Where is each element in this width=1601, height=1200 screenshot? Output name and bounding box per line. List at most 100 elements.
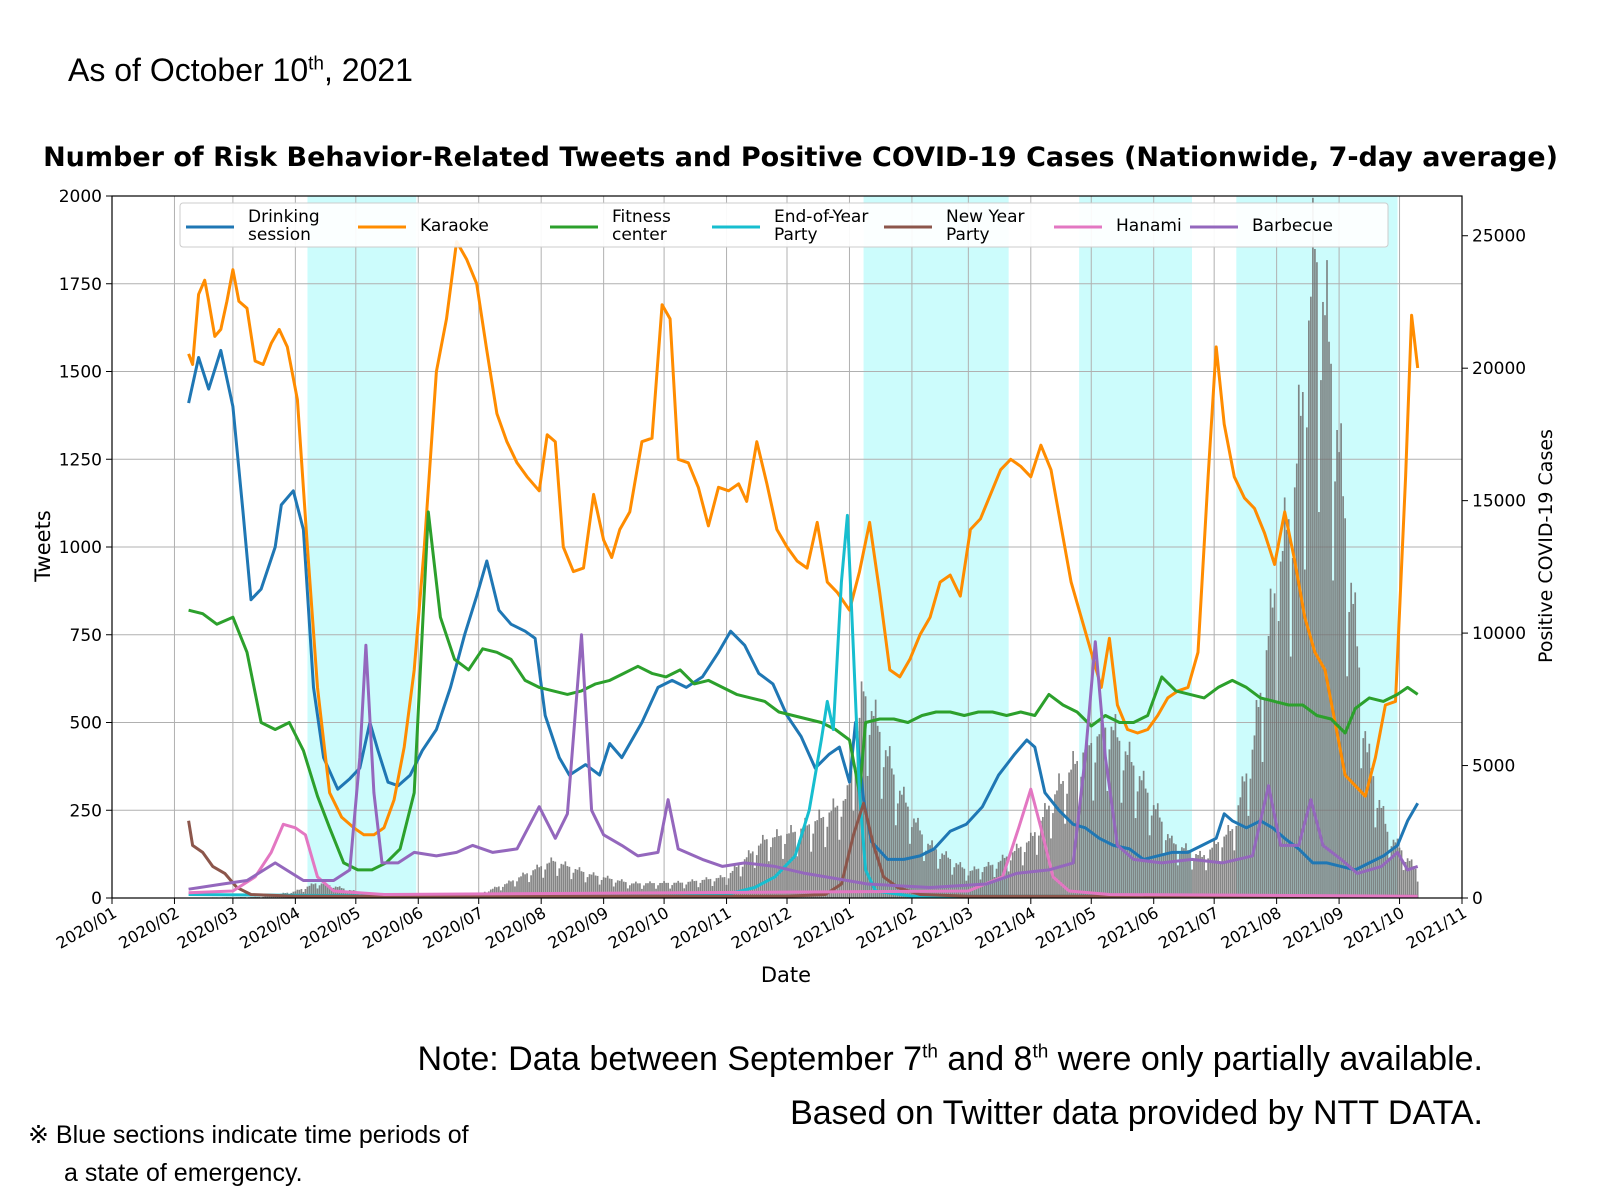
case-bar [598,884,601,898]
x-tick-label: 2020/11 [667,903,734,953]
case-bar [993,877,996,898]
y-tick-label: 500 [70,714,102,734]
case-bar [1380,807,1383,898]
case-bar [1410,859,1413,898]
case-bar [1362,738,1365,898]
case-bar [838,839,841,898]
case-bar [1148,835,1151,898]
case-bar [1267,635,1270,898]
case-bar [896,803,899,898]
legend-label: session [248,225,311,245]
case-bar [1164,840,1167,898]
y-tick-label: 2000 [59,187,102,207]
case-bar [1368,743,1371,898]
case-bar [772,837,774,898]
case-bar [1346,676,1348,898]
case-bar [1056,790,1058,898]
case-bar [532,870,534,898]
series-line-new-year-party [187,801,1418,898]
case-bar [687,881,690,898]
case-bar [1233,850,1236,898]
y2-tick-label: 20000 [1472,359,1526,379]
case-bar [310,883,313,898]
case-bar [639,883,641,898]
x-tick-label: 2020/02 [115,903,182,953]
case-bar [840,816,843,898]
case-bar [816,820,819,898]
case-bar [1386,831,1389,898]
case-bar [1217,842,1220,898]
case-bar [1249,778,1252,898]
x-tick-label: 2021/07 [1155,903,1222,953]
case-bar [580,871,583,898]
case-bar [898,790,901,898]
case-bar [1364,731,1367,898]
case-bar [1052,813,1054,898]
case-bar [1299,415,1302,898]
case-bar [1402,870,1405,898]
case-bar [894,825,897,898]
case-bar [1058,773,1060,898]
y-tick-label: 750 [70,626,102,646]
case-bar [699,882,702,898]
y-tick-label: 1250 [59,450,102,470]
case-bar [1326,260,1328,898]
case-bar [1213,839,1216,898]
case-bar [663,881,665,898]
case-bar [1414,868,1417,898]
case-bar [1199,850,1201,898]
case-bar [538,867,541,898]
case-bar [530,875,532,898]
legend-label: Karaoke [420,216,489,236]
case-bar [947,857,950,898]
case-bar [731,870,734,898]
case-bar [667,882,669,898]
case-bar [1265,650,1268,898]
case-bar [1025,842,1028,898]
case-bar [755,855,758,898]
case-bar [647,883,649,898]
case-bar [955,863,958,898]
case-bar [911,827,913,898]
case-bar [673,882,676,898]
case-bar [705,877,708,898]
case-bar [1354,592,1357,898]
case-bar [973,866,976,898]
case-bar [945,851,948,898]
case-bar [1314,248,1316,898]
case-bar [316,888,319,898]
case-bar [590,874,593,898]
x-tick-label: 2020/10 [605,903,672,953]
case-bar [1070,769,1072,898]
case-bar [949,859,952,898]
case-bar [1132,765,1135,898]
case-bar [1366,752,1369,898]
as-of-date: As of October 10th, 2021 [68,52,413,88]
case-bar [1116,737,1119,898]
legend-label: Fitness [612,207,671,227]
series-line-fitness-center [188,510,1419,872]
case-bar [751,851,754,898]
case-bar [1342,496,1344,898]
case-bar [802,827,804,898]
case-bar [1259,692,1262,898]
case-bar [1144,788,1147,898]
case-bar [320,883,323,898]
case-bar [935,849,937,898]
case-bar [1108,749,1111,898]
case-bar [1195,854,1197,898]
case-bar [332,887,335,898]
case-bar [1356,646,1359,898]
case-bar [723,877,726,898]
case-bar [651,883,653,898]
case-bar [886,756,889,898]
case-bar [342,888,345,898]
case-bar [649,881,651,898]
series-line-hanami [188,787,1418,898]
case-bar [574,869,577,898]
case-bar [1173,843,1175,898]
case-bar [1257,707,1260,898]
y-tick-label: 250 [70,801,102,821]
case-bar [1138,776,1141,898]
case-bar [1219,862,1222,898]
